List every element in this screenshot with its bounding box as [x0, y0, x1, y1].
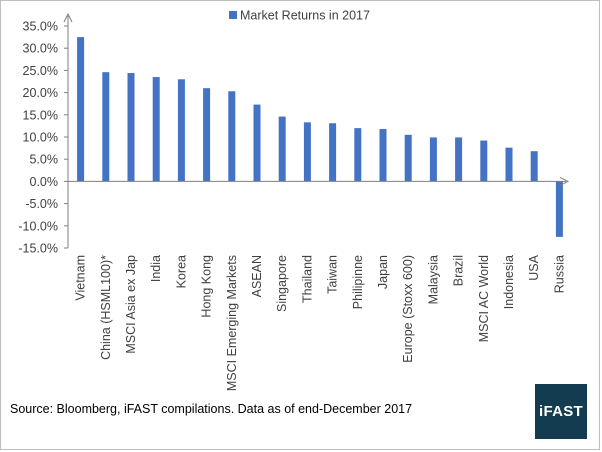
x-category-label: MSCI AC World [477, 255, 491, 342]
x-category-label: Brazil [452, 255, 466, 286]
bar [102, 72, 110, 182]
y-tick-label: 35.0% [23, 20, 58, 34]
x-category-label: India [149, 255, 163, 282]
x-category-label: China (HSML100)* [99, 255, 113, 360]
bar [555, 181, 563, 237]
bar [127, 73, 135, 182]
legend-swatch [229, 11, 237, 19]
bar [303, 122, 311, 182]
y-axis-arrow [63, 12, 73, 23]
bar [329, 123, 337, 182]
bar [379, 129, 387, 182]
y-tick-label: 5.0% [30, 153, 59, 167]
x-category-label: Hong Kong [200, 255, 214, 318]
x-axis-arrow [559, 176, 570, 186]
bar [429, 137, 437, 182]
y-tick-label: 0.0% [30, 175, 59, 189]
y-tick-label: -15.0% [18, 242, 58, 256]
chart-legend: Market Returns in 2017 [229, 9, 370, 23]
y-tick-label: -5.0% [25, 197, 58, 211]
y-tick-label: 20.0% [23, 86, 58, 100]
x-category-label: Malaysia [426, 255, 440, 304]
x-category-label: Russia [552, 255, 566, 293]
bar [77, 37, 85, 182]
x-category-label: ASEAN [250, 255, 264, 297]
x-category-label: MSCI Emerging Markets [225, 255, 239, 391]
bar-series [77, 37, 563, 237]
source-note: Source: Bloomberg, iFAST compilations. D… [10, 402, 413, 416]
bar [228, 91, 236, 182]
x-category-label: Taiwan [326, 255, 340, 294]
x-category-label: MSCI Asia ex Jap [124, 255, 138, 354]
bar [530, 151, 538, 182]
x-category-label: Europe (Stoxx 600) [401, 255, 415, 363]
y-tick-label: 10.0% [23, 131, 58, 145]
x-category-label: Singapore [275, 255, 289, 312]
bar [278, 116, 286, 182]
x-category-label: USA [527, 254, 541, 280]
ifast-logo: iFAST [535, 384, 587, 439]
bar [480, 140, 488, 182]
y-tick-label: 30.0% [23, 42, 58, 56]
x-category-label: Thailand [300, 255, 314, 303]
bar [404, 134, 412, 182]
bar [505, 147, 513, 182]
bar [203, 88, 211, 182]
y-tick-label: -10.0% [18, 219, 58, 233]
x-category-label: Korea [174, 255, 188, 288]
y-tick-label: 25.0% [23, 64, 58, 78]
x-category-label: Indonesia [502, 255, 516, 309]
x-axis: Vietnam China (HSML100)* MSCI Asia ex Jap I… [68, 176, 570, 391]
bar [177, 79, 185, 182]
bar [455, 137, 463, 182]
x-category-label: Vietnam [74, 255, 88, 301]
y-tick-label: 15.0% [23, 108, 58, 122]
x-category-label: Philipinne [351, 255, 365, 309]
bar [253, 104, 261, 182]
y-axis: 35.0% 30.0% 25.0% 20.0% 15.0% 10.0% 5.0% 0.0% -5… [18, 12, 73, 256]
bar [354, 128, 362, 182]
bar [152, 77, 160, 182]
legend-label: Market Returns in 2017 [240, 9, 370, 23]
x-category-label: Japan [376, 255, 390, 289]
